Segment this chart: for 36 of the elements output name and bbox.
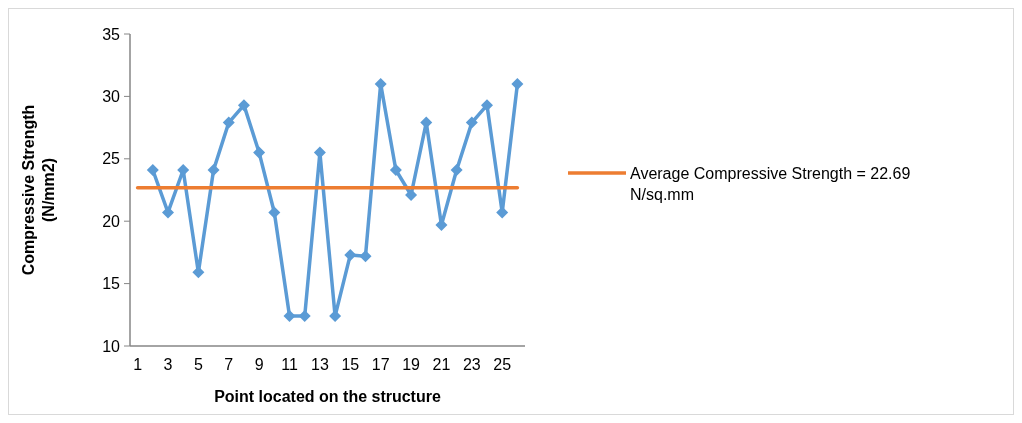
x-tick-label: 11 xyxy=(281,356,298,373)
point xyxy=(359,250,372,263)
point xyxy=(389,164,402,177)
point xyxy=(222,116,235,129)
point xyxy=(268,206,281,219)
point xyxy=(253,146,266,159)
point xyxy=(405,188,418,201)
point xyxy=(146,164,159,177)
y-tick-label: 10 xyxy=(102,337,121,355)
y-tick-label: 35 xyxy=(102,25,121,43)
x-tick-label: 15 xyxy=(341,356,360,373)
legend-label: Average Compressive Strength = 22.69 N/sq.mm xyxy=(630,164,911,203)
point xyxy=(450,164,463,177)
x-tick-label: 19 xyxy=(402,356,421,373)
x-axis-title: Point located on the structure xyxy=(214,388,441,405)
x-tick-label: 13 xyxy=(311,356,329,373)
point xyxy=(465,116,478,129)
y-tick-label: 20 xyxy=(102,212,121,230)
x-tick-label: 21 xyxy=(432,356,451,373)
x-tick-label: 17 xyxy=(371,356,390,373)
y-axis-title: Compressive Strength (N/mm2) xyxy=(20,104,57,276)
x-tick-label: 3 xyxy=(163,356,173,373)
x-tick-label: 25 xyxy=(493,356,512,373)
point xyxy=(161,206,174,219)
y-tick-label: 15 xyxy=(102,275,121,293)
point xyxy=(207,164,220,177)
point xyxy=(237,99,250,112)
x-tick-label: 5 xyxy=(193,356,203,373)
y-tick-label: 30 xyxy=(102,88,121,105)
x-tick-label: 9 xyxy=(254,356,264,373)
x-tick-label: 7 xyxy=(224,356,234,373)
x-tick-label: 1 xyxy=(133,356,143,373)
x-tick-label: 23 xyxy=(462,356,481,373)
y-tick-label: 25 xyxy=(102,150,121,168)
point xyxy=(511,77,524,90)
point xyxy=(344,248,357,261)
